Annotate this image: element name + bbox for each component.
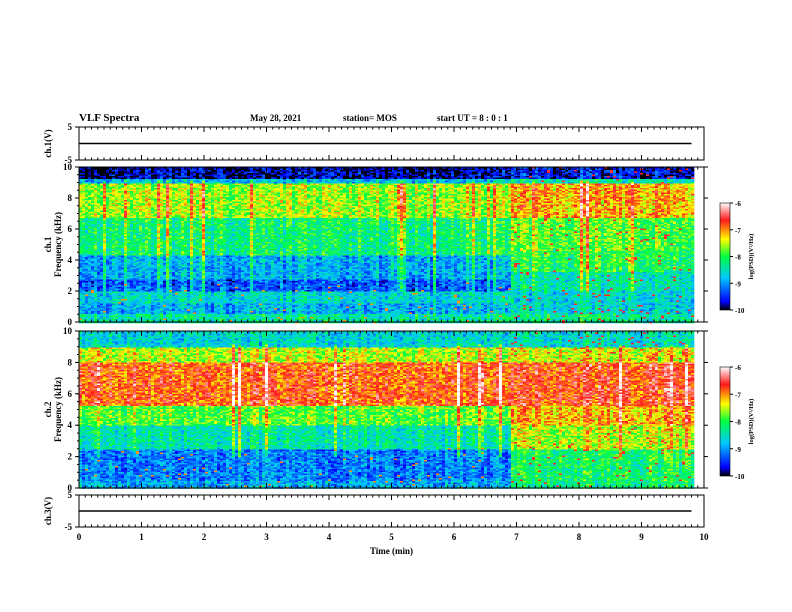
ch1-spectrogram-heatmap	[79, 167, 704, 323]
